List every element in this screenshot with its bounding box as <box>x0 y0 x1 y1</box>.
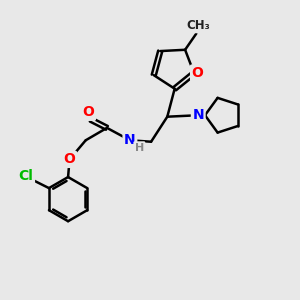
Text: N: N <box>192 108 204 122</box>
Text: CH₃: CH₃ <box>186 19 210 32</box>
Text: O: O <box>64 152 76 167</box>
Text: O: O <box>192 66 203 80</box>
Text: Cl: Cl <box>19 169 33 183</box>
Text: O: O <box>82 105 94 119</box>
Text: H: H <box>135 142 144 153</box>
Text: N: N <box>124 133 136 147</box>
